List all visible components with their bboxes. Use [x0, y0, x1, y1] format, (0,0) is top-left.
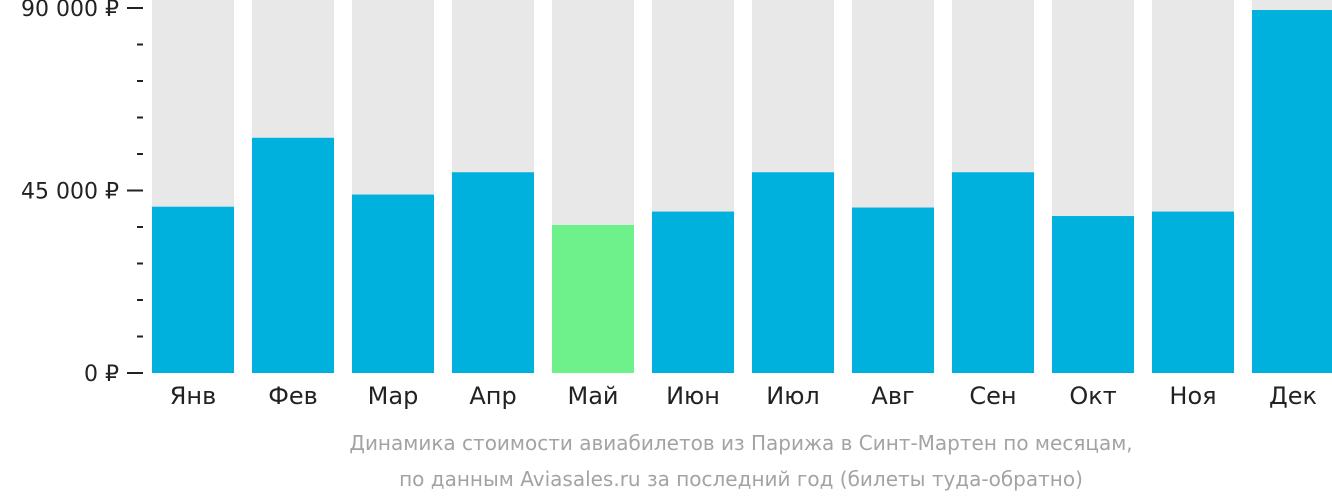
x-tick-label-6: Июл	[766, 382, 820, 410]
bar-2	[352, 194, 434, 373]
x-tick-label-3: Апр	[469, 382, 516, 410]
y-tick-label-2: 90 000 ₽	[21, 0, 119, 22]
bar-8	[952, 172, 1034, 373]
bar-10	[1152, 211, 1234, 373]
bar-4	[552, 224, 634, 373]
x-tick-label-5: Июн	[666, 382, 720, 410]
bar-0	[152, 206, 234, 373]
bar-9	[1052, 216, 1134, 373]
chart-caption-line-2: по данным Aviasales.ru за последний год …	[399, 467, 1083, 491]
bars	[152, 10, 1332, 374]
x-tick-label-9: Окт	[1069, 382, 1116, 410]
bar-6	[752, 172, 834, 373]
bar-5	[652, 211, 734, 373]
x-tick-label-7: Авг	[871, 382, 914, 410]
y-tick-label-1: 45 000 ₽	[21, 180, 119, 205]
x-tick-label-4: Май	[567, 382, 618, 410]
x-tick-label-0: Янв	[170, 382, 217, 410]
bar-3	[452, 172, 534, 373]
x-tick-label-10: Ноя	[1169, 382, 1216, 410]
y-axis: 0 ₽ 45 000 ₽ 90 000 ₽	[21, 0, 143, 387]
bar-1	[252, 137, 334, 373]
bar-11	[1252, 10, 1332, 374]
x-tick-label-8: Сен	[969, 382, 1016, 410]
x-tick-label-2: Мар	[368, 382, 419, 410]
chart-caption-line-1: Динамика стоимости авиабилетов из Парижа…	[349, 431, 1133, 455]
x-tick-label-11: Дек	[1269, 382, 1317, 410]
x-tick-label-1: Фев	[268, 382, 318, 410]
y-tick-label-0: 0 ₽	[84, 362, 119, 387]
x-axis-labels: Янв Фев Мар Апр Май Июн Июл Авг Сен Окт Ноя Дек	[170, 382, 1317, 410]
bar-7	[852, 207, 934, 373]
